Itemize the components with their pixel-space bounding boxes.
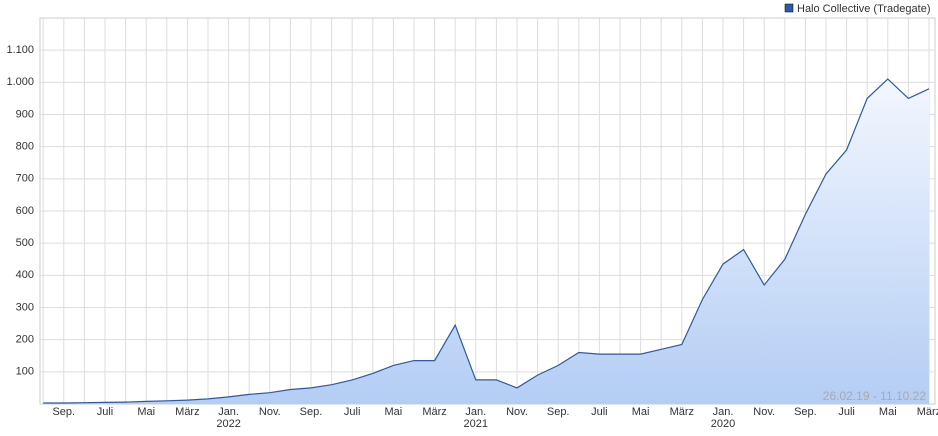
y-tick-label: 200: [16, 334, 34, 346]
x-tick-label: Jan. 2021: [463, 406, 489, 430]
line: [43, 78, 930, 404]
x-tick-label: Mai: [137, 406, 156, 418]
y-tick-label: 500: [16, 237, 34, 249]
x-tick-label: Nov.: [258, 406, 281, 418]
x-tick-label: Mai: [384, 406, 403, 418]
x-tick-label: Mai: [878, 406, 897, 418]
y-tick-label: 300: [16, 301, 34, 313]
y-tick-label: 600: [16, 205, 34, 217]
legend-swatch: [784, 3, 794, 13]
x-tick-label: Sep.: [299, 406, 323, 418]
y-tick-label: 800: [16, 141, 34, 153]
x-tick-label: März: [175, 406, 200, 418]
y-tick-label: 700: [16, 173, 34, 185]
x-tick-label: Nov.: [506, 406, 528, 418]
x-tick-label: Sep.: [546, 406, 570, 418]
x-tick-label: Nov.: [753, 406, 776, 418]
x-tick-label: Juli: [591, 406, 608, 418]
x-tick-label: März: [422, 406, 447, 418]
y-tick-label: 1.100: [6, 44, 34, 56]
x-tick-label: Sep.: [52, 406, 76, 418]
x-tick-label: Sep.: [794, 406, 817, 418]
x-tick-label: März: [669, 406, 695, 418]
x-tick-label: Jan. 2020: [710, 406, 736, 430]
y-tick-label: 100: [16, 366, 34, 378]
x-tick-label: Juli: [343, 406, 361, 418]
x-tick-label: Jan. 2022: [216, 406, 241, 430]
y-tick-label: 900: [16, 108, 34, 120]
x-tick-label: Juli: [96, 406, 114, 418]
area: [43, 79, 929, 404]
legend-label: Halo Collective (Tradegate): [797, 3, 930, 15]
x-tick-label: Juli: [838, 406, 855, 418]
x-tick-label: Mai: [631, 406, 650, 418]
date-range: 26.02.19 - 11.10.22: [823, 389, 927, 403]
x-tick-label: März: [916, 406, 938, 418]
y-tick-label: 1.000: [6, 76, 34, 88]
y-tick-label: 400: [16, 269, 34, 281]
